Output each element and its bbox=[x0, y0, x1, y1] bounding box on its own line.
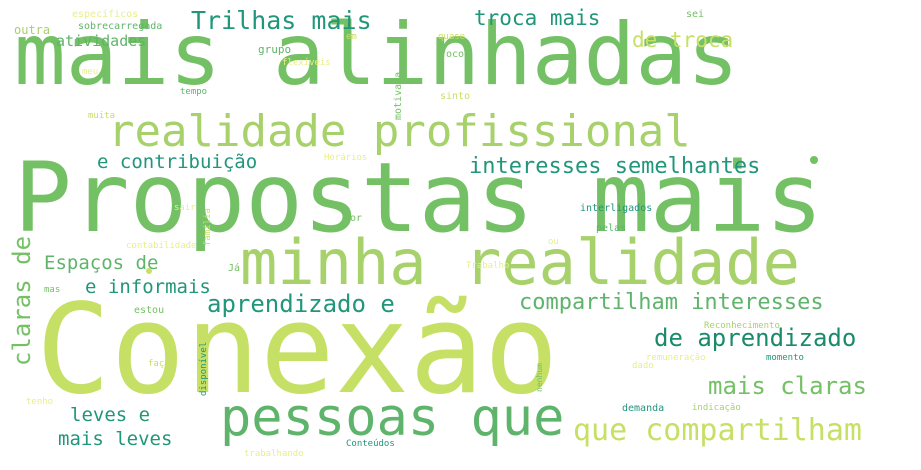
word-ja: Já bbox=[228, 263, 241, 274]
speck-dot-1 bbox=[810, 156, 818, 164]
word-estou: estou bbox=[134, 305, 165, 316]
word-reconhecimento: Reconhecimento bbox=[704, 321, 780, 331]
word-propostas-mais: Propostas mais bbox=[14, 142, 824, 254]
word-focos: focos bbox=[440, 49, 471, 60]
word-trabalhando: trabalhando bbox=[244, 449, 304, 459]
word-interesses-semelhantes: interesses semelhantes bbox=[469, 154, 761, 179]
word-conexao: Conexão bbox=[36, 278, 559, 422]
word-dado: dado bbox=[632, 361, 654, 371]
word-tempo: tempo bbox=[180, 87, 208, 97]
word-sinto: sinto bbox=[440, 91, 471, 102]
speck-dot-2 bbox=[146, 268, 152, 274]
word-mais-claras: mais claras bbox=[708, 372, 867, 400]
word-em: em bbox=[346, 32, 357, 42]
word-leves-e: leves e bbox=[70, 404, 151, 426]
word-disponivel: disponível bbox=[199, 341, 209, 396]
word-mas: mas bbox=[44, 285, 61, 295]
word-e-informais: e informais bbox=[85, 276, 211, 298]
word-indicacao: indicação bbox=[692, 403, 741, 413]
word-momento: momento bbox=[766, 353, 804, 363]
word-que-compartilham: que compartilham bbox=[573, 413, 862, 448]
word-meu: meu bbox=[82, 67, 99, 77]
word-aprendizado-e: aprendizado e bbox=[207, 290, 395, 318]
word-demanda: demanda bbox=[622, 403, 665, 414]
word-tenho: tenho bbox=[26, 397, 54, 407]
word-atividades: atividades bbox=[56, 32, 147, 50]
word-trilhas-mais: Trilhas mais bbox=[191, 6, 372, 35]
word-de-troca: de troca bbox=[632, 28, 734, 52]
word-grupo: grupo bbox=[258, 43, 292, 56]
word-sair: sair bbox=[174, 203, 196, 213]
word-remuneracao: remuneração bbox=[646, 353, 706, 363]
word-especificos: específicos bbox=[72, 9, 139, 20]
word-faco: faço bbox=[148, 359, 170, 369]
word-mais-alinhadas: mais alinhadas bbox=[14, 5, 739, 105]
word-por: por bbox=[344, 213, 363, 224]
word-sei: sei bbox=[686, 9, 705, 20]
word-interligados: interligados bbox=[580, 203, 653, 214]
word-e-contribuicao: e contribuição bbox=[97, 151, 258, 173]
word-espacos-de: Espaços de bbox=[44, 252, 159, 274]
word-mais-leves: mais leves bbox=[58, 428, 173, 450]
word-contabilidade: contabilidade bbox=[126, 241, 197, 251]
word-compartilham-interesses: compartilham interesses bbox=[519, 290, 824, 315]
word-pelas: pelas bbox=[596, 223, 627, 234]
word-de-aprendizado: de aprendizado bbox=[654, 324, 857, 352]
word-minha-realidade: minha realidade bbox=[240, 226, 800, 299]
word-troca-mais: troca mais bbox=[474, 6, 601, 30]
word-flexiveis: flexíveis bbox=[282, 58, 331, 68]
word-pessoas-que: pessoas que bbox=[220, 388, 565, 448]
word-horarios: Horários bbox=[324, 153, 368, 163]
word-sobrecarregada: sobrecarregada bbox=[78, 21, 163, 32]
word-motivada: motivada bbox=[393, 71, 404, 120]
word-realidade-profissional: realidade profissional bbox=[108, 106, 691, 157]
word-ou: ou bbox=[548, 237, 559, 247]
word-trabalho: Trabalho bbox=[466, 261, 510, 271]
word-conteudos: Conteúdos bbox=[346, 439, 395, 449]
word-claras-de: claras de bbox=[8, 235, 36, 366]
word-familia: família bbox=[203, 208, 213, 246]
word-quase: quase bbox=[438, 32, 466, 42]
word-outra: outra bbox=[14, 23, 51, 37]
word-muita: muita bbox=[88, 111, 116, 121]
word-nenhum: nenhum bbox=[535, 363, 544, 392]
